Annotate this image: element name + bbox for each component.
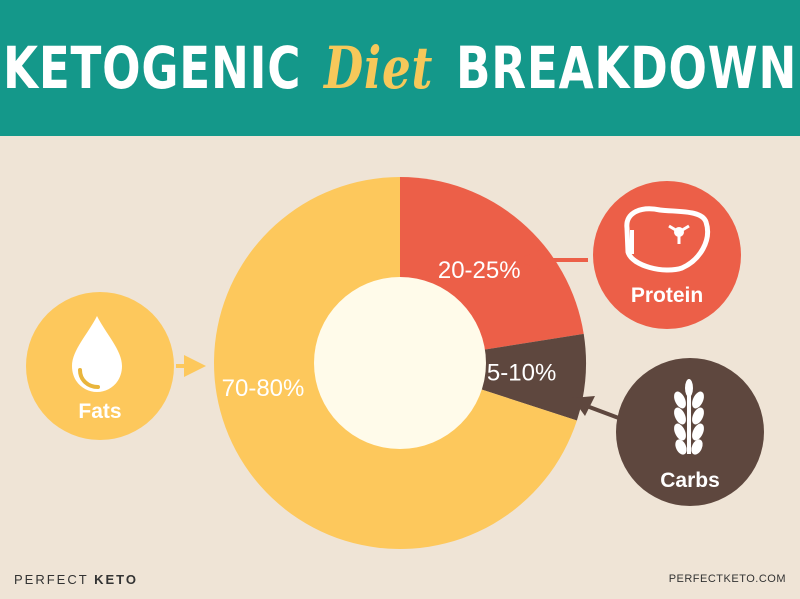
title-part-2: BREAKDOWN <box>455 34 798 102</box>
slice-labels: 20-25% 5-10% 70-80% <box>222 257 557 402</box>
protein-callout: Protein <box>515 181 741 329</box>
protein-arrow-head <box>515 250 541 270</box>
protein-label: Protein <box>631 284 703 307</box>
steak-icon <box>624 206 710 273</box>
brand-logo: PERFECT KETO <box>14 572 138 587</box>
brand-name-bold: KETO <box>94 572 138 587</box>
pie-slice-carbs <box>400 333 586 421</box>
oil-drop-icon <box>72 316 122 392</box>
wheat-icon <box>674 379 704 455</box>
carbs-arrow-head <box>572 396 595 416</box>
fats-callout: Fats <box>26 292 206 440</box>
slice-label-carbs: 5-10% <box>487 360 556 387</box>
page-title: KETOGENIC Diet BREAKDOWN <box>3 34 797 102</box>
fats-arrow-line <box>176 364 186 368</box>
fats-arrow-head <box>184 355 206 377</box>
carbs-callout: Carbs <box>572 358 764 506</box>
carbs-arrow-line <box>583 403 625 422</box>
title-part-1: KETOGENIC <box>2 34 302 102</box>
site-url: PERFECTKETO.COM <box>668 573 786 585</box>
brand-name-light: PERFECT <box>14 572 89 587</box>
slice-label-protein: 20-25% <box>438 257 521 284</box>
title-accent: Diet <box>323 34 434 102</box>
pie-center-hole <box>314 277 486 449</box>
carbs-label: Carbs <box>660 469 720 492</box>
fats-label: Fats <box>78 400 121 423</box>
protein-arrow-line <box>540 258 588 262</box>
slice-label-fats: 70-80% <box>222 375 305 402</box>
title-banner: KETOGENIC Diet BREAKDOWN <box>0 0 800 136</box>
